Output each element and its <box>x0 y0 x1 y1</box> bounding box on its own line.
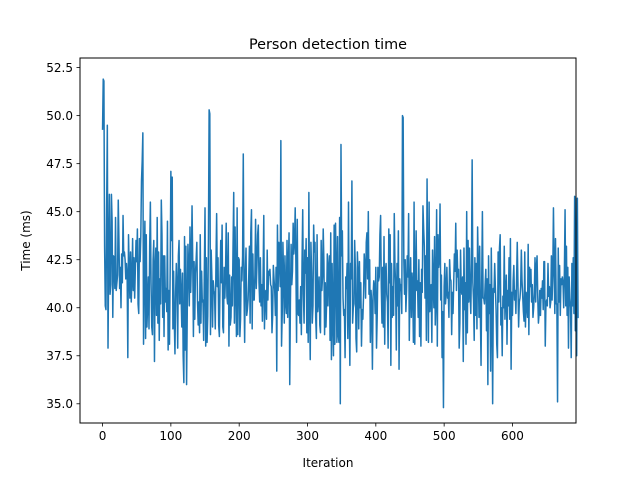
series-layer <box>101 78 579 409</box>
y-tick-label: 47.5 <box>46 157 73 171</box>
y-tick-label: 50.0 <box>46 109 73 123</box>
y-tick-label: 40.0 <box>46 301 73 315</box>
y-axis: 35.0 37.5 40.0 42.5 45.0 47.5 50.0 52.5 <box>46 61 80 411</box>
y-tick-label: 52.5 <box>46 61 73 75</box>
y-tick-label: 45.0 <box>46 205 73 219</box>
series-line-0 <box>101 78 579 409</box>
x-axis: 0 100 200 300 400 500 600 <box>99 423 524 443</box>
x-tick-label: 200 <box>228 429 251 443</box>
plot-frame <box>79 57 577 424</box>
x-tick-label: 0 <box>99 429 107 443</box>
y-tick-label: 37.5 <box>46 349 73 363</box>
x-axis-label: Iteration <box>303 456 354 470</box>
y-axis-label: Time (ms) <box>19 210 33 272</box>
x-tick-label: 400 <box>364 429 387 443</box>
chart-title: Person detection time <box>249 37 407 53</box>
y-tick-label: 35.0 <box>46 397 73 411</box>
y-tick-label: 42.5 <box>46 253 73 267</box>
x-tick-label: 600 <box>501 429 524 443</box>
x-tick-label: 500 <box>433 429 456 443</box>
x-tick-label: 300 <box>296 429 319 443</box>
x-tick-label: 100 <box>159 429 182 443</box>
